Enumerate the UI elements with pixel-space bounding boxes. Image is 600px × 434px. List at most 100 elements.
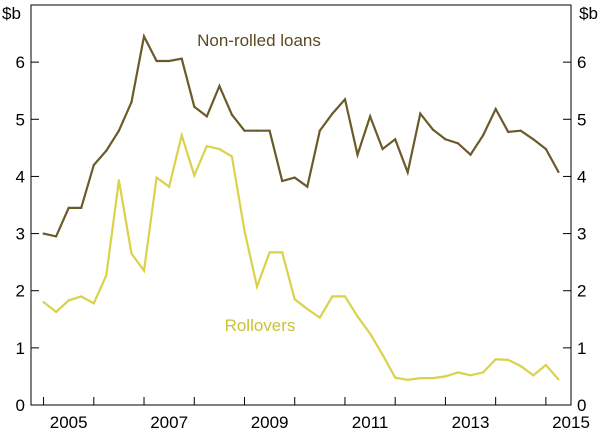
data-point-non-rolled-loans bbox=[205, 115, 208, 118]
y-tick-label-right: 5 bbox=[577, 110, 586, 129]
data-point-rollovers bbox=[193, 174, 196, 177]
data-point-non-rolled-loans bbox=[230, 113, 233, 116]
data-point-non-rolled-loans bbox=[356, 153, 359, 156]
y-tick-label-right: 6 bbox=[577, 53, 586, 72]
data-point-non-rolled-loans bbox=[67, 206, 70, 209]
data-point-rollovers bbox=[532, 374, 535, 377]
data-point-rollovers bbox=[356, 315, 359, 318]
tick-labels: 0 0 1 1 2 2 3 3 4 4 5 5 6 6 2005 2007 2009 2011 2013 2015 bbox=[16, 53, 590, 432]
axis-ticks bbox=[31, 61, 571, 405]
data-point-rollovers bbox=[469, 374, 472, 377]
data-point-non-rolled-loans bbox=[142, 35, 146, 38]
data-point-rollovers bbox=[507, 358, 510, 361]
data-point-rollovers bbox=[67, 299, 70, 302]
data-point-non-rolled-loans bbox=[293, 176, 296, 179]
data-point-non-rolled-loans bbox=[456, 142, 460, 145]
data-point-non-rolled-loans bbox=[444, 138, 447, 141]
data-point-rollovers bbox=[230, 155, 233, 158]
data-point-rollovers bbox=[381, 353, 384, 356]
data-point-non-rolled-loans bbox=[343, 98, 347, 101]
data-point-rollovers bbox=[281, 251, 284, 254]
series-lines bbox=[42, 33, 560, 382]
data-point-rollovers bbox=[306, 307, 309, 311]
data-point-non-rolled-loans bbox=[42, 232, 45, 235]
data-point-non-rolled-loans bbox=[544, 147, 548, 151]
data-point-non-rolled-loans bbox=[494, 107, 497, 111]
data-point-rollovers bbox=[419, 377, 422, 380]
data-point-non-rolled-loans bbox=[306, 185, 309, 188]
data-point-non-rolled-loans bbox=[419, 112, 422, 115]
y-tick-label-right: 2 bbox=[577, 282, 586, 301]
y-tick-label-left: 5 bbox=[16, 110, 25, 129]
data-point-non-rolled-loans bbox=[369, 115, 372, 118]
data-point-rollovers bbox=[117, 179, 120, 182]
data-point-non-rolled-loans bbox=[218, 85, 221, 88]
data-point-non-rolled-loans bbox=[507, 130, 510, 133]
data-point-non-rolled-loans bbox=[557, 170, 560, 173]
data-point-rollovers bbox=[406, 378, 409, 381]
y-tick-label-right: 4 bbox=[577, 167, 586, 186]
y-tick-label-left: 2 bbox=[16, 282, 25, 301]
data-point-non-rolled-loans bbox=[180, 57, 183, 60]
x-tick-label: 2009 bbox=[251, 413, 289, 432]
data-point-non-rolled-loans bbox=[519, 129, 522, 132]
data-point-rollovers bbox=[369, 332, 372, 335]
y-tick-label-left: 6 bbox=[16, 53, 25, 72]
data-point-rollovers bbox=[444, 375, 447, 378]
x-tick-label: 2007 bbox=[150, 413, 188, 432]
data-point-rollovers bbox=[268, 251, 271, 254]
data-point-rollovers bbox=[293, 298, 296, 301]
x-tick-label: 2015 bbox=[552, 413, 590, 432]
series-line-non-rolled-loans bbox=[43, 33, 560, 238]
data-point-rollovers bbox=[55, 310, 58, 313]
data-point-rollovers bbox=[431, 377, 434, 380]
data-point-rollovers bbox=[168, 185, 171, 188]
y-axis-unit-right: $b bbox=[579, 4, 598, 23]
series-label-rollovers: Rollovers bbox=[225, 316, 296, 335]
data-point-non-rolled-loans bbox=[532, 138, 535, 141]
data-point-rollovers bbox=[205, 145, 208, 148]
data-point-non-rolled-loans bbox=[281, 179, 284, 183]
y-tick-label-left: 3 bbox=[16, 225, 25, 244]
data-point-rollovers bbox=[494, 358, 497, 361]
data-point-rollovers bbox=[80, 295, 83, 298]
data-point-non-rolled-loans bbox=[55, 235, 58, 238]
x-tick-label: 2011 bbox=[352, 413, 389, 432]
data-point-non-rolled-loans bbox=[406, 171, 409, 174]
y-axis-unit-left: $b bbox=[2, 4, 21, 23]
data-point-rollovers bbox=[255, 285, 259, 288]
data-point-rollovers bbox=[519, 365, 522, 368]
data-point-rollovers bbox=[155, 176, 158, 179]
data-point-rollovers bbox=[142, 269, 146, 272]
data-point-rollovers bbox=[180, 134, 183, 137]
data-point-non-rolled-loans bbox=[117, 129, 120, 132]
x-tick-label: 2005 bbox=[50, 413, 88, 432]
data-point-rollovers bbox=[105, 274, 108, 277]
data-point-non-rolled-loans bbox=[80, 206, 83, 209]
data-point-non-rolled-loans bbox=[168, 59, 171, 63]
data-point-non-rolled-loans bbox=[318, 129, 321, 132]
data-point-non-rolled-loans bbox=[105, 149, 108, 152]
data-point-non-rolled-loans bbox=[431, 128, 434, 131]
data-point-rollovers bbox=[42, 301, 45, 304]
plot-frame bbox=[30, 4, 572, 406]
data-point-non-rolled-loans bbox=[92, 163, 95, 167]
data-point-rollovers bbox=[218, 147, 221, 151]
data-point-rollovers bbox=[482, 371, 485, 374]
data-point-rollovers bbox=[544, 363, 548, 367]
data-point-rollovers bbox=[130, 252, 133, 255]
data-point-non-rolled-loans bbox=[394, 138, 397, 141]
data-point-rollovers bbox=[243, 229, 246, 232]
y-tick-label-left: 0 bbox=[16, 396, 25, 415]
x-tick-label: 2013 bbox=[452, 413, 490, 432]
data-point-non-rolled-loans bbox=[469, 153, 472, 156]
data-point-rollovers bbox=[394, 376, 397, 379]
data-point-non-rolled-loans bbox=[381, 147, 384, 151]
y-tick-label-left: 4 bbox=[16, 167, 25, 186]
series-label-non-rolled-loans: Non-rolled loans bbox=[197, 31, 321, 50]
series-line-rollovers bbox=[42, 131, 560, 382]
data-point-non-rolled-loans bbox=[193, 105, 196, 108]
data-point-non-rolled-loans bbox=[243, 129, 246, 132]
